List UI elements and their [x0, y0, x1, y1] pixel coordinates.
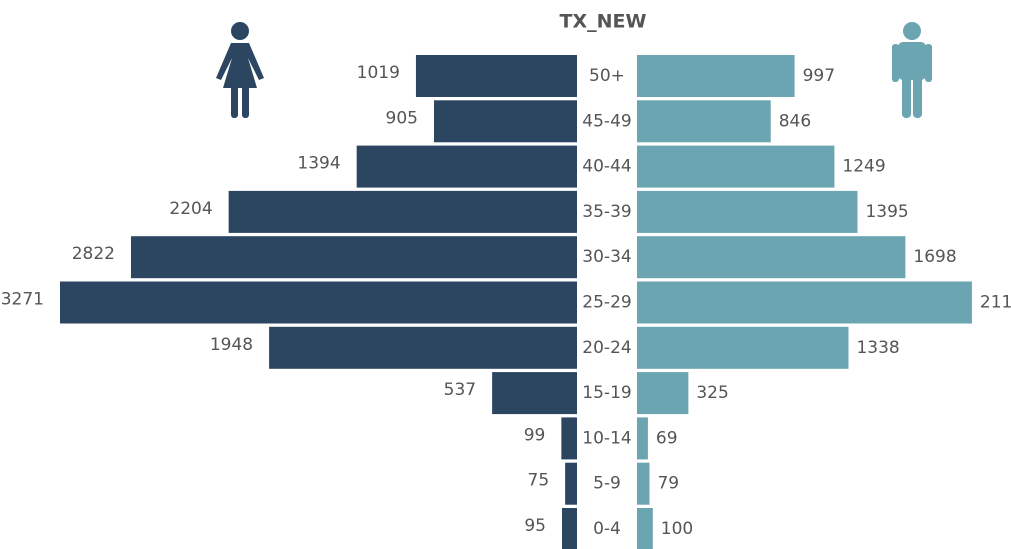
value-label: 325 [696, 383, 728, 403]
value-label: 1948 [210, 335, 253, 355]
value-label: 846 [779, 111, 811, 131]
bar [565, 462, 577, 505]
bar [269, 326, 577, 369]
bar [637, 508, 653, 549]
category-label: 40-44 [582, 157, 631, 177]
category-label: 50+ [589, 66, 625, 86]
chart-title: TX_NEW [560, 11, 647, 33]
category-label: 30-34 [582, 247, 631, 267]
value-label: 75 [528, 471, 550, 491]
value-label: 69 [656, 428, 678, 448]
bar [561, 508, 577, 549]
bar [637, 190, 858, 233]
value-label: 905 [386, 108, 418, 128]
bar [130, 236, 577, 279]
category-label: 0-4 [593, 519, 621, 539]
bar [637, 326, 849, 369]
bar [637, 55, 795, 97]
bar [637, 417, 648, 460]
category-label: 5-9 [593, 474, 621, 494]
value-label: 1394 [297, 154, 340, 174]
value-label: 1019 [357, 63, 400, 83]
bar [228, 190, 577, 233]
value-label: 99 [524, 425, 546, 445]
bar [637, 281, 972, 324]
bar [492, 372, 577, 415]
category-label: 25-29 [582, 293, 631, 313]
value-label: 2204 [169, 199, 212, 219]
bar [637, 145, 835, 188]
value-label: 1395 [865, 202, 908, 222]
male-icon [892, 22, 932, 118]
category-label: 35-39 [582, 202, 631, 222]
value-label: 2119 [980, 293, 1011, 313]
value-label: 537 [444, 380, 476, 400]
category-label: 45-49 [582, 111, 631, 131]
bar [415, 55, 577, 97]
value-label: 2822 [72, 244, 115, 264]
value-label: 1698 [913, 247, 956, 267]
bar [637, 372, 689, 415]
value-label: 997 [803, 66, 835, 86]
value-label: 95 [524, 516, 546, 536]
value-label: 3271 [1, 290, 44, 310]
value-label: 100 [661, 519, 693, 539]
category-label: 15-19 [582, 383, 631, 403]
bar [637, 236, 906, 279]
value-label: 1338 [856, 338, 899, 358]
bar [356, 145, 577, 188]
value-label: 1249 [842, 157, 885, 177]
bar [637, 100, 771, 143]
female-icon [216, 22, 264, 118]
category-label: 20-24 [582, 338, 631, 358]
bar [433, 100, 577, 143]
bar [637, 462, 650, 505]
bar [60, 281, 577, 324]
value-label: 79 [657, 474, 679, 494]
category-label: 10-14 [582, 428, 631, 448]
bar [561, 417, 577, 460]
